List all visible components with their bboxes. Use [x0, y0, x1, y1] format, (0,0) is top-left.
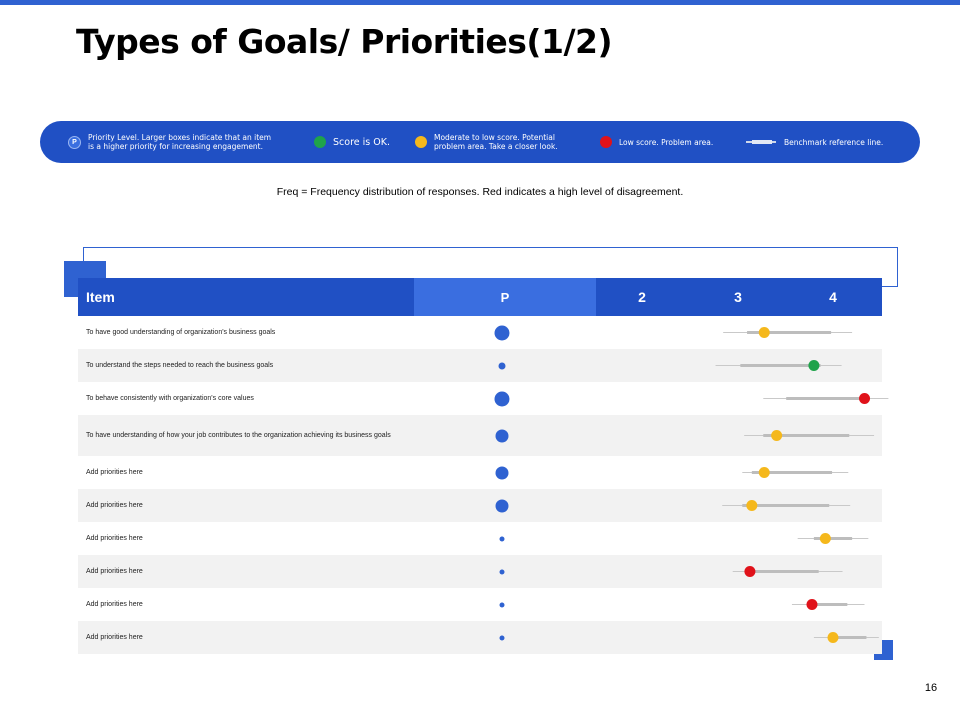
row-label: Add priorities here [86, 601, 143, 608]
legend-ok: Score is OK. [314, 121, 390, 163]
priority-dot [499, 602, 505, 607]
frequency-note: Freq = Frequency distribution of respons… [276, 186, 684, 198]
table-row: Add priorities here [78, 588, 882, 621]
legend-ok-text: Score is OK. [333, 136, 390, 148]
yellow-dot-icon [415, 136, 427, 148]
priority-dot [495, 499, 509, 512]
row-label: Add priorities here [86, 502, 143, 509]
table-row: To understand the steps needed to reach … [78, 349, 882, 382]
header-score-4: 4 [829, 289, 837, 305]
header-score-3: 3 [734, 289, 742, 305]
header-item: Item [86, 289, 115, 305]
priorities-table: Item P 2 3 4 To have good understanding … [78, 278, 882, 654]
row-label: Add priorities here [86, 568, 143, 575]
legend-benchmark: Benchmark reference line. [746, 121, 883, 163]
benchmark-line-icon [746, 140, 776, 144]
priority-dot [495, 429, 509, 442]
legend-moderate: Moderate to low score. Potential problem… [415, 121, 575, 163]
red-dot-icon [600, 136, 612, 148]
row-label: Add priorities here [86, 634, 143, 641]
legend-benchmark-text: Benchmark reference line. [784, 137, 884, 147]
table-row: To have understanding of how your job co… [78, 415, 882, 456]
legend-moderate-text: Moderate to low score. Potential problem… [434, 133, 558, 151]
table-body: To have good understanding of organizati… [78, 316, 882, 654]
header-score-2: 2 [638, 289, 646, 305]
priority-dot [495, 466, 509, 479]
green-dot-icon [314, 136, 326, 148]
table-row: Add priorities here [78, 555, 882, 588]
row-label: Add priorities here [86, 535, 143, 542]
page-number: 16 [924, 682, 938, 694]
table-row: To have good understanding of organizati… [78, 316, 882, 349]
priority-dot [498, 362, 506, 369]
legend-priority-text: Priority Level. Larger boxes indicate th… [88, 133, 272, 151]
priority-dot [499, 635, 505, 640]
header-priority: P [414, 278, 596, 316]
row-label: To have understanding of how your job co… [86, 432, 391, 439]
table-row: Add priorities here [78, 456, 882, 489]
legend-low: Low score. Problem area. [600, 121, 713, 163]
legend-bar: P Priority Level. Larger boxes indicate … [40, 121, 920, 163]
priority-dot [494, 325, 510, 340]
row-label: Add priorities here [86, 469, 143, 476]
legend-priority: P Priority Level. Larger boxes indicate … [68, 121, 278, 163]
priority-dot [499, 569, 505, 574]
page-title: Types of Goals/ Priorities(1/2) [76, 22, 613, 61]
row-label: To behave consistently with organization… [86, 395, 254, 402]
table-row: Add priorities here [78, 522, 882, 555]
priority-dot [499, 536, 505, 541]
priority-dot [494, 391, 510, 406]
legend-low-text: Low score. Problem area. [619, 137, 714, 147]
row-label: To understand the steps needed to reach … [86, 362, 274, 369]
priority-badge-icon: P [68, 135, 81, 149]
table-row: Add priorities here [78, 621, 882, 654]
row-label: To have good understanding of organizati… [86, 329, 276, 336]
top-accent-bar [0, 0, 960, 5]
table-row: To behave consistently with organization… [78, 382, 882, 415]
table-row: Add priorities here [78, 489, 882, 522]
table-header: Item P 2 3 4 [78, 278, 882, 316]
